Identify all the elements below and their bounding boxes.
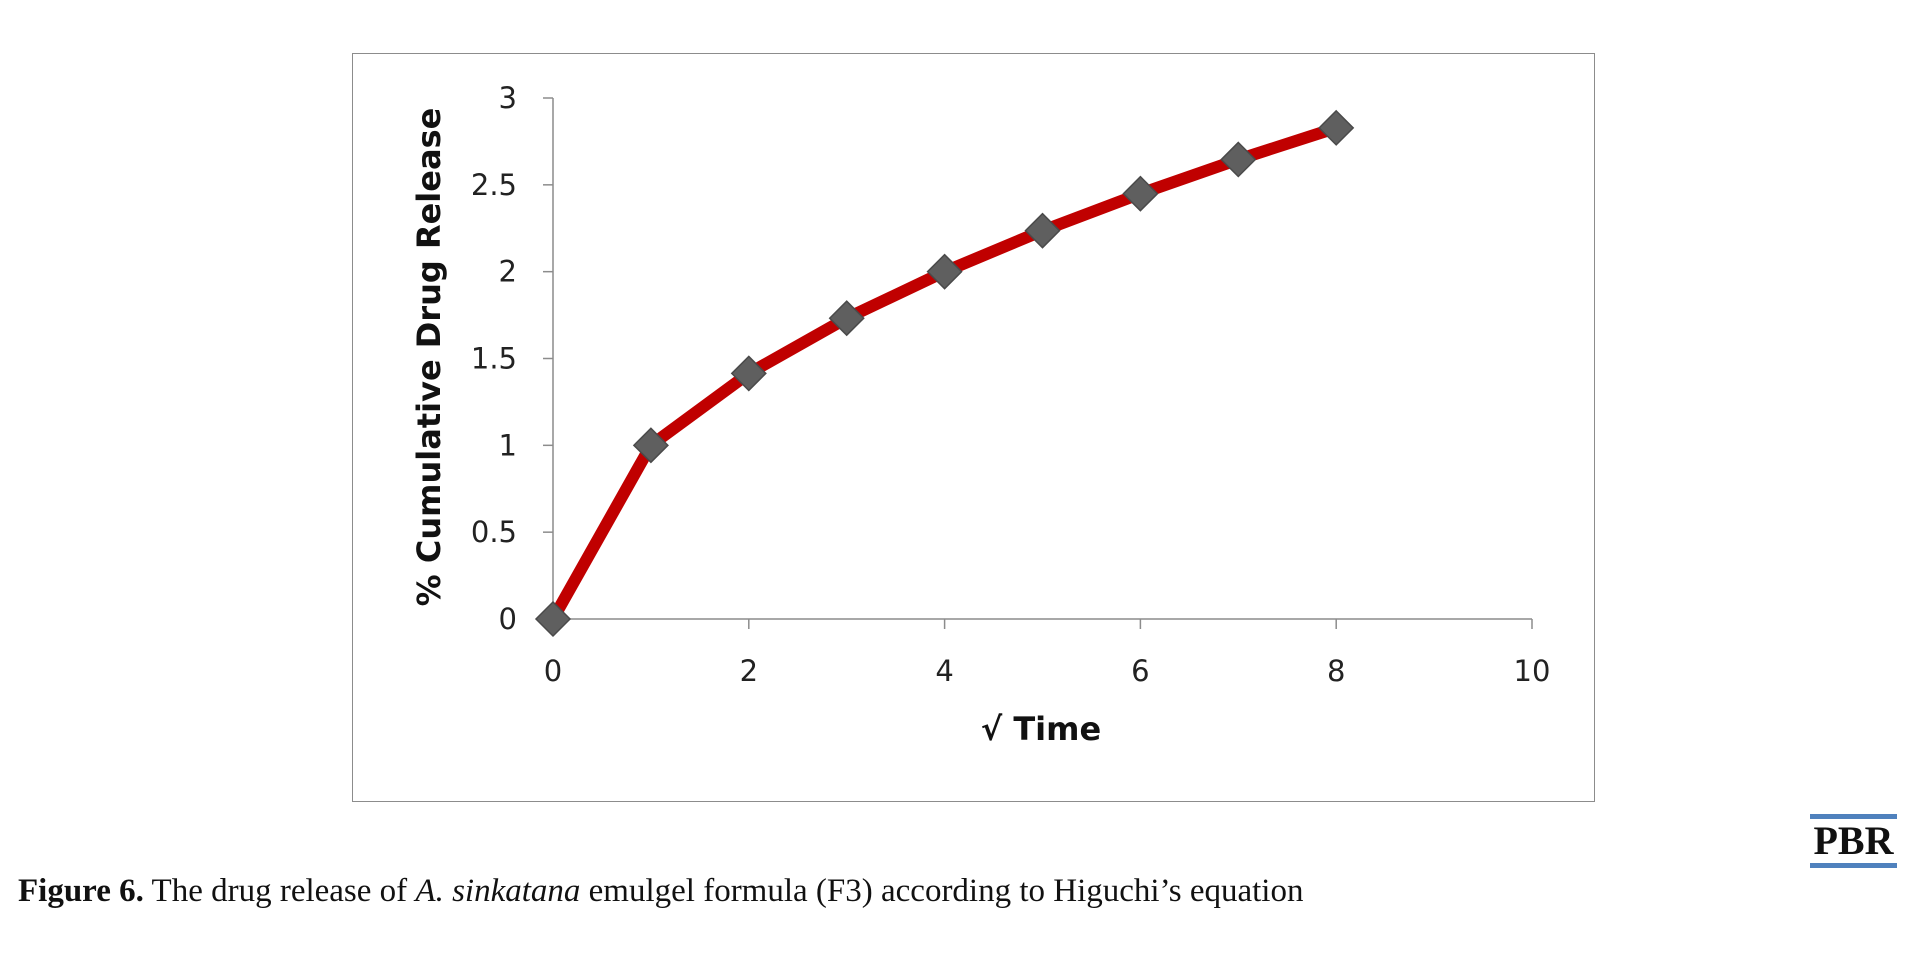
data-point-marker	[828, 300, 865, 337]
y-tick-label: 1.5	[471, 342, 517, 376]
y-tick-label: 2.5	[471, 168, 517, 202]
data-point-marker	[1024, 212, 1061, 249]
x-tick-label: 6	[1131, 654, 1149, 688]
chart-axes	[552, 98, 1532, 620]
data-point-marker	[632, 427, 669, 464]
x-tick-label: 10	[1514, 654, 1551, 688]
y-axis-title: % Cumulative Drug Release	[410, 108, 448, 607]
data-point-marker	[1318, 109, 1355, 146]
logo-bar-bottom	[1810, 863, 1897, 868]
y-tick-label: 1	[499, 428, 517, 462]
caption-text-after: emulgel formula (F3) according to Higuch…	[580, 873, 1304, 909]
y-tick-label: 0.5	[471, 515, 517, 549]
logo-text: PBR	[1813, 818, 1894, 863]
pbr-logo: PBR	[1810, 814, 1897, 868]
data-point-marker	[730, 355, 767, 392]
data-point-marker	[534, 600, 572, 638]
y-tick-label: 3	[499, 81, 517, 115]
chart-ticks: 0 0.5 1 1.5 2 2.5 3 0 2 4 6 8 10	[471, 81, 1551, 688]
x-tick-label: 0	[544, 654, 562, 688]
x-tick-label: 4	[935, 654, 953, 688]
y-tick-label: 2	[499, 255, 517, 289]
chart-frame	[352, 53, 1595, 802]
y-tick-label: 0	[499, 602, 517, 636]
logo-bar-top	[1810, 814, 1897, 819]
x-axis-title: √ Time	[981, 710, 1101, 748]
series-line	[547, 121, 1343, 625]
x-tick-label: 8	[1327, 654, 1345, 688]
caption-species: A. sinkatana	[415, 873, 581, 909]
chart-series	[534, 109, 1355, 638]
data-point-marker	[1122, 175, 1159, 212]
data-point-marker	[926, 253, 963, 290]
data-point-marker	[1220, 141, 1257, 178]
figure-label: Figure 6.	[18, 873, 144, 909]
figure-caption: Figure 6. The drug release of A. sinkata…	[18, 873, 1303, 910]
caption-text-before: The drug release of	[143, 873, 416, 909]
x-tick-label: 2	[740, 654, 758, 688]
